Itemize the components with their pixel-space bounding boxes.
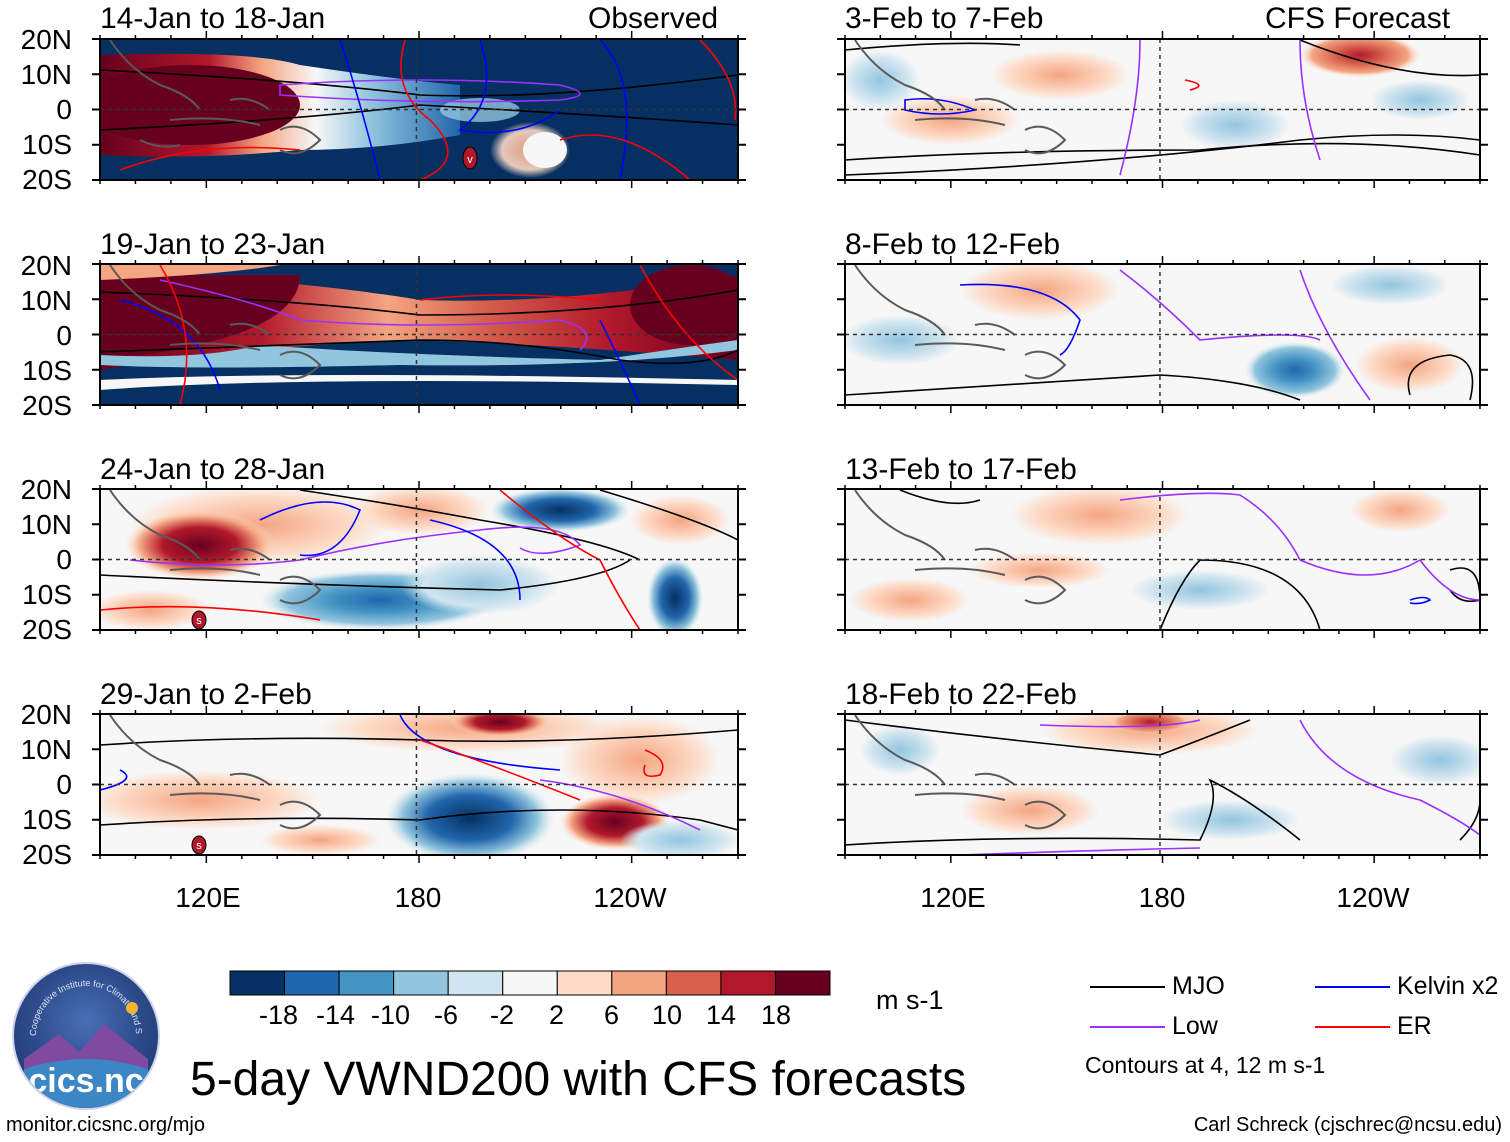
panel-title-obs3: 24-Jan to 28-Jan (100, 453, 326, 486)
panel-obs3 (100, 489, 738, 630)
lon-tick-label: 120E (175, 882, 241, 913)
lat-tick-label: 20S (22, 390, 72, 421)
lat-tick-label: 0 (56, 544, 72, 575)
lon-tick-label: 120W (593, 882, 667, 913)
lat-tick-label: 10N (20, 509, 72, 540)
lon-tick-label: 180 (1138, 882, 1186, 913)
panel-title-fc3: 13-Feb to 17-Feb (845, 453, 1077, 486)
units-label: m s-1 (876, 985, 944, 1015)
figure-title: 5-day VWND200 with CFS forecasts (190, 1053, 967, 1106)
colorbar-swatch (393, 970, 449, 996)
svg-text:s: s (196, 615, 202, 627)
panel-frames (92, 31, 1488, 863)
legend-label-mjo: MJO (1172, 972, 1225, 1000)
colorbar-swatch (284, 970, 340, 996)
legend-swatch-kelvin (1315, 986, 1390, 988)
forecast-label: CFS Forecast (1265, 2, 1451, 35)
colorbar-swatch (338, 970, 395, 996)
contour-note: Contours at 4, 12 m s-1 (1085, 1052, 1326, 1078)
panel-title-fc2: 8-Feb to 12-Feb (845, 228, 1061, 261)
lat-tick-label: 20N (20, 699, 72, 730)
lat-tick-label: 10S (22, 579, 72, 610)
storm-markers: v s s (191, 146, 478, 855)
legend-label-er: ER (1397, 1012, 1432, 1040)
colorbar-label: -10 (371, 1000, 411, 1030)
coastlines (109, 39, 1067, 830)
colorbar-swatch (720, 970, 776, 996)
colorbar-label: -14 (316, 1000, 356, 1030)
colorbar-swatch (229, 970, 286, 996)
colorbar-swatch (611, 970, 667, 996)
legend-label-kelvin: Kelvin x2 (1397, 972, 1499, 1000)
colorbar-label: 14 (706, 1000, 737, 1030)
legend: MJO Kelvin x2 Low ER Contours at 4, 12 m… (1085, 972, 1505, 1082)
colorbar-swatch (447, 970, 504, 996)
logo-wave (24, 1059, 148, 1108)
colorbar-label: -2 (490, 1000, 515, 1030)
legend-swatch-er (1315, 1026, 1390, 1028)
lat-tick-label: 20N (20, 250, 72, 281)
footer-url: monitor.cicsnc.org/mjo (6, 1114, 205, 1136)
colorbar-swatch (774, 970, 831, 996)
legend-swatch-low (1090, 1026, 1165, 1028)
panel-title-obs2: 19-Jan to 23-Jan (100, 228, 326, 261)
lat-tick-label: 10N (20, 734, 72, 765)
lat-tick-label: 10S (22, 355, 72, 386)
lat-tick-label: 20S (22, 164, 72, 195)
lon-tick-label: 180 (394, 882, 442, 913)
colorbar-label: -18 (259, 1000, 299, 1030)
lat-tick-label: 10N (20, 59, 72, 90)
footer-credit: Carl Schreck (cjschrec@ncsu.edu) (1193, 1114, 1502, 1136)
svg-text:v: v (467, 154, 473, 166)
colorbar-swatch (665, 970, 722, 996)
lat-tick-label: 0 (56, 94, 72, 125)
colorbar-label: 6 (604, 1000, 620, 1030)
colorbar-label: 18 (761, 1000, 792, 1030)
colorbar-label: 2 (549, 1000, 565, 1030)
logo-ring-text: Cooperative Institute for Climate and Sa… (14, 964, 144, 1036)
legend-swatch-mjo (1090, 986, 1165, 988)
svg-text:s: s (196, 840, 202, 852)
panel-title-obs1: 14-Jan to 18-Jan (100, 2, 326, 35)
lat-tick-label: 20N (20, 24, 72, 55)
lon-tick-label: 120E (920, 882, 986, 913)
panel-obs4 (100, 714, 738, 855)
logo-art: Cooperative Institute for Climate and Sa… (14, 964, 148, 1108)
panel-title-fc1: 3-Feb to 7-Feb (845, 2, 1044, 35)
colorbar-swatch (556, 970, 613, 996)
lon-tick-label: 120W (1336, 882, 1410, 913)
lat-tick-label: 20N (20, 474, 72, 505)
lat-tick-label: 20S (22, 839, 72, 870)
colorbar-label: 10 (652, 1000, 683, 1030)
lat-tick-label: 20S (22, 614, 72, 645)
panel-title-obs4: 29-Jan to 2-Feb (100, 678, 312, 711)
cics-logo: Cooperative Institute for Climate and Sa… (12, 962, 160, 1110)
shading-max (100, 65, 300, 145)
lat-tick-label: 10S (22, 804, 72, 835)
colorbar-labels: -18 -14 -10 -6 -2 2 6 10 14 18 (229, 1000, 839, 1030)
lat-tick-label: 0 (56, 769, 72, 800)
colorbar (229, 970, 831, 996)
logo-text: cics.nc (28, 1062, 144, 1100)
lat-tick-label: 0 (56, 320, 72, 351)
panel-title-fc4: 18-Feb to 22-Feb (845, 678, 1077, 711)
colorbar-label: -6 (434, 1000, 459, 1030)
lat-tick-label: 10S (22, 129, 72, 160)
colorbar-swatch (502, 970, 558, 996)
panel-fc3 (845, 489, 1480, 630)
legend-label-low: Low (1172, 1012, 1218, 1040)
logo-sun (126, 1002, 138, 1014)
observed-label: Observed (588, 2, 719, 35)
lat-tick-label: 10N (20, 285, 72, 316)
